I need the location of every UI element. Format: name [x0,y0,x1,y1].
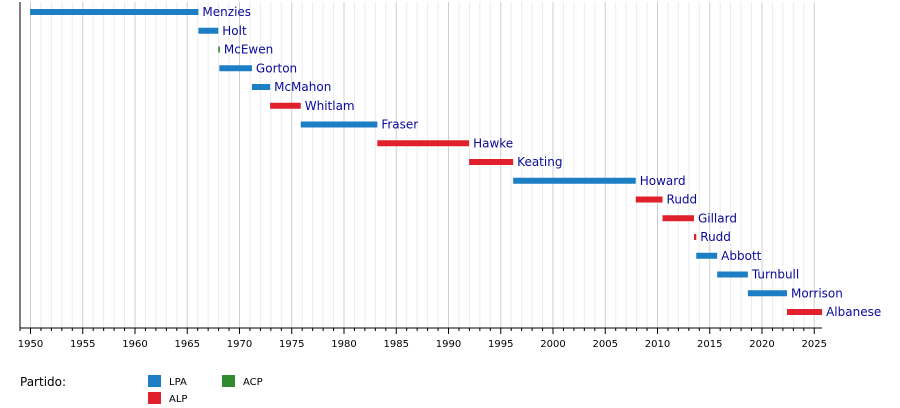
term-bar [747,290,787,297]
pm-name-label: Fraser [381,118,418,132]
pm-name-label: Whitlam [305,99,355,113]
pm-name-label: Rudd [667,193,698,207]
pm-name-label: Gillard [698,211,737,225]
x-tick-label: 1965 [175,339,200,350]
term-bar [218,46,220,53]
pm-name-label: Menzies [202,5,251,19]
x-tick-label: 1990 [436,339,461,350]
x-tick-label: 1980 [331,339,356,350]
term-bar [513,177,636,184]
pm-name-label: Abbott [721,249,761,263]
term-bar [696,252,718,259]
x-tick-label: 2010 [645,339,670,350]
x-tick-label: 1960 [122,339,147,350]
x-tick-label: 1995 [488,339,513,350]
term-bar [469,159,514,165]
pm-name-label: Gorton [256,61,297,75]
term-bar [219,65,252,72]
x-tick-label: 1955 [70,339,95,350]
term-bar [717,271,748,278]
legend-swatch [148,375,161,387]
x-tick-label: 1975 [279,339,304,350]
x-tick-label: 2015 [697,339,722,350]
term-bar [635,196,663,203]
term-bar [198,27,219,34]
pm-name-label: Howard [640,174,686,188]
legend: Partido: LPA ALP ACP [20,375,263,405]
legend-title: Partido: [20,375,66,389]
term-bar [270,102,301,109]
term-bar [251,84,271,90]
x-tick-label: 2025 [802,339,827,350]
x-axis: 1950 1955 1960 1965 1970 1975 1980 1985 1990 1995… [18,2,827,350]
pm-name-label: McEwen [224,43,273,57]
x-tick-label: 1950 [18,339,43,350]
x-tick-label: 2000 [540,339,565,350]
legend-label: ACP [243,377,263,388]
x-tick-label: 2020 [749,339,774,350]
pm-name-label: Holt [222,24,247,38]
pm-name-label: Turnbull [751,268,799,282]
term-bars: Menzies Holt McEwen Gorton McMahon Whitlam Fra… [30,5,881,319]
grid-lines [19,2,815,328]
term-bar [662,215,694,222]
legend-label: LPA [169,377,187,388]
term-bar [693,234,697,240]
x-tick-label: 2005 [593,339,618,350]
pm-name-label: Hawke [473,136,513,150]
x-tick-label: 1970 [227,339,252,350]
legend-swatch [148,392,161,404]
x-tick-label: 1985 [384,339,409,350]
term-bar [30,9,199,15]
pm-name-label: Morrison [791,286,843,300]
pm-name-label: McMahon [274,80,331,94]
term-bar [786,309,823,315]
pm-name-label: Rudd [700,230,731,244]
term-bar [377,140,470,147]
term-bar [300,121,378,128]
pm-name-label: Keating [517,155,562,169]
legend-swatch [222,375,235,387]
pm-name-label: Albanese [826,305,881,319]
legend-label: ALP [169,394,187,405]
